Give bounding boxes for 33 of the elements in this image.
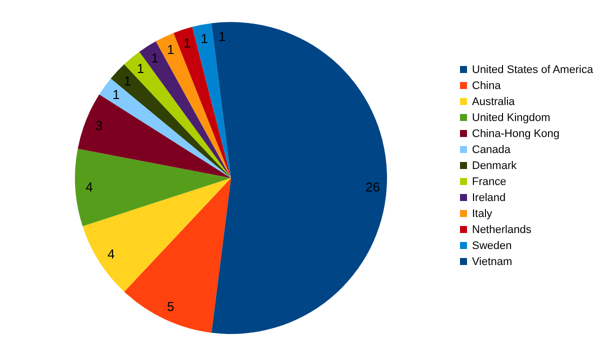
legend-label: Denmark	[472, 160, 518, 172]
legend-label: China	[472, 80, 502, 92]
pie-slice	[110, 64, 231, 178]
pie-slice	[124, 178, 231, 333]
data-label: 1	[151, 50, 159, 66]
data-label: 1	[200, 31, 208, 46]
legend-label: United Kingdom	[472, 112, 550, 124]
legend-label: Vietnam	[472, 256, 512, 268]
legend-label: China-Hong Kong	[472, 128, 560, 140]
pie-slice	[174, 26, 231, 178]
data-label: 1	[112, 87, 120, 102]
pie-slice	[82, 178, 231, 292]
data-label: 26	[365, 179, 380, 194]
legend-label: Netherlands	[472, 224, 532, 236]
data-label: 1	[136, 61, 144, 76]
legend-label: Italy	[472, 208, 493, 220]
data-label: 4	[107, 246, 115, 262]
data-label: 1	[218, 28, 226, 44]
legend-label: Canada	[472, 144, 512, 156]
legend-label: Australia	[472, 96, 516, 108]
data-label: 1	[166, 42, 174, 58]
data-label: 1	[184, 35, 191, 50]
pie-slice	[192, 23, 231, 178]
data-label: 5	[166, 298, 174, 314]
data-label: 4	[86, 179, 93, 194]
pie-slice	[75, 148, 231, 226]
legend-label: Sweden	[472, 240, 512, 252]
legend-label: Ireland	[472, 192, 506, 204]
legend-label: France	[472, 176, 506, 188]
pie-slice	[211, 22, 387, 334]
legend-label: United States of America	[472, 64, 594, 76]
data-label: 1	[124, 73, 132, 88]
data-label: 3	[95, 118, 103, 134]
